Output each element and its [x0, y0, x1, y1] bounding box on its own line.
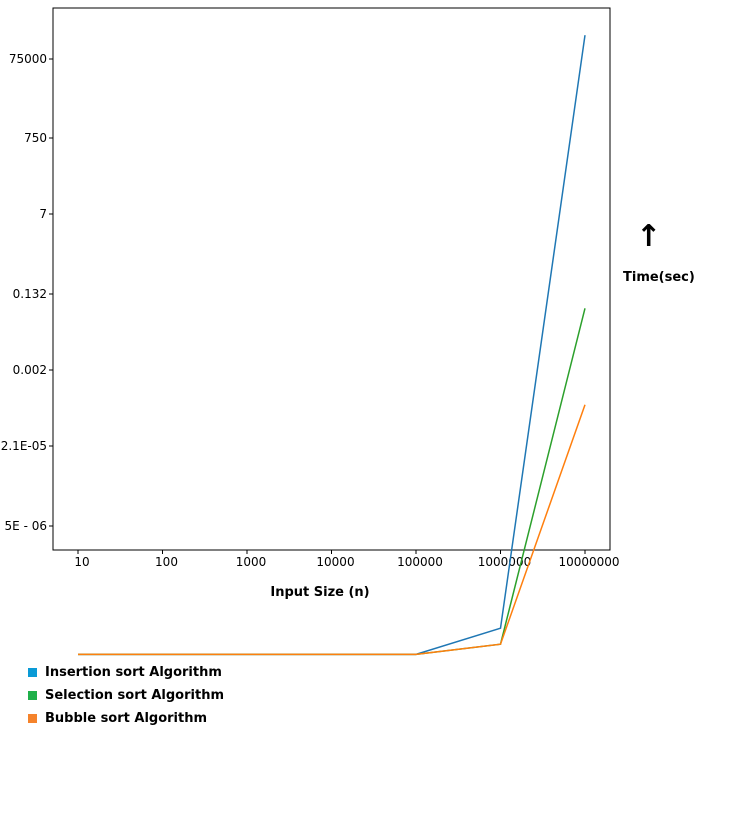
- plot-frame: [52, 7, 611, 551]
- legend-item: Bubble sort Algorithm: [28, 707, 224, 730]
- legend-label: Selection sort Algorithm: [45, 688, 224, 703]
- series-line-bubble: [78, 404, 586, 656]
- x-axis-title: Input Size (n): [270, 585, 369, 600]
- x-tick-label: 100000: [397, 555, 443, 569]
- legend-swatch: [28, 668, 37, 677]
- x-tick-label: 10000000: [558, 555, 619, 569]
- y-tick-label: 75000: [9, 52, 47, 66]
- y-axis-title: Time(sec): [623, 270, 695, 285]
- legend-item: Selection sort Algorithm: [28, 684, 224, 707]
- series-line-selection: [78, 308, 586, 656]
- x-axis: 10 100 1000 10000 100000 1000000 10000000: [74, 550, 620, 569]
- y-tick-label: 5E - 06: [5, 519, 47, 533]
- legend-item: Insertion sort Algorithm: [28, 661, 224, 684]
- y-tick-label: 0.132: [13, 287, 47, 301]
- legend-swatch: [28, 691, 37, 700]
- y-tick-label: 7: [39, 207, 47, 221]
- legend-swatch: [28, 714, 37, 723]
- y-tick-label: 0.002: [13, 363, 47, 377]
- y-axis: 75000 750 7 0.132 0.002 2.1E-05 5E - 06: [1, 52, 53, 533]
- series-lines: [78, 35, 586, 656]
- x-tick-label: 100: [155, 555, 178, 569]
- legend-label: Bubble sort Algorithm: [45, 711, 208, 726]
- x-tick-label: 10: [74, 555, 89, 569]
- x-tick-label: 1000000: [478, 555, 531, 569]
- up-arrow-icon: ↑: [636, 219, 662, 254]
- legend-label: Insertion sort Algorithm: [45, 665, 222, 680]
- y-tick-label: 750: [24, 131, 47, 145]
- x-tick-label: 1000: [236, 555, 267, 569]
- y-tick-label: 2.1E-05: [1, 439, 47, 453]
- x-tick-label: 10000: [316, 555, 354, 569]
- legend: Insertion sort Algorithm Selection sort A…: [28, 661, 224, 730]
